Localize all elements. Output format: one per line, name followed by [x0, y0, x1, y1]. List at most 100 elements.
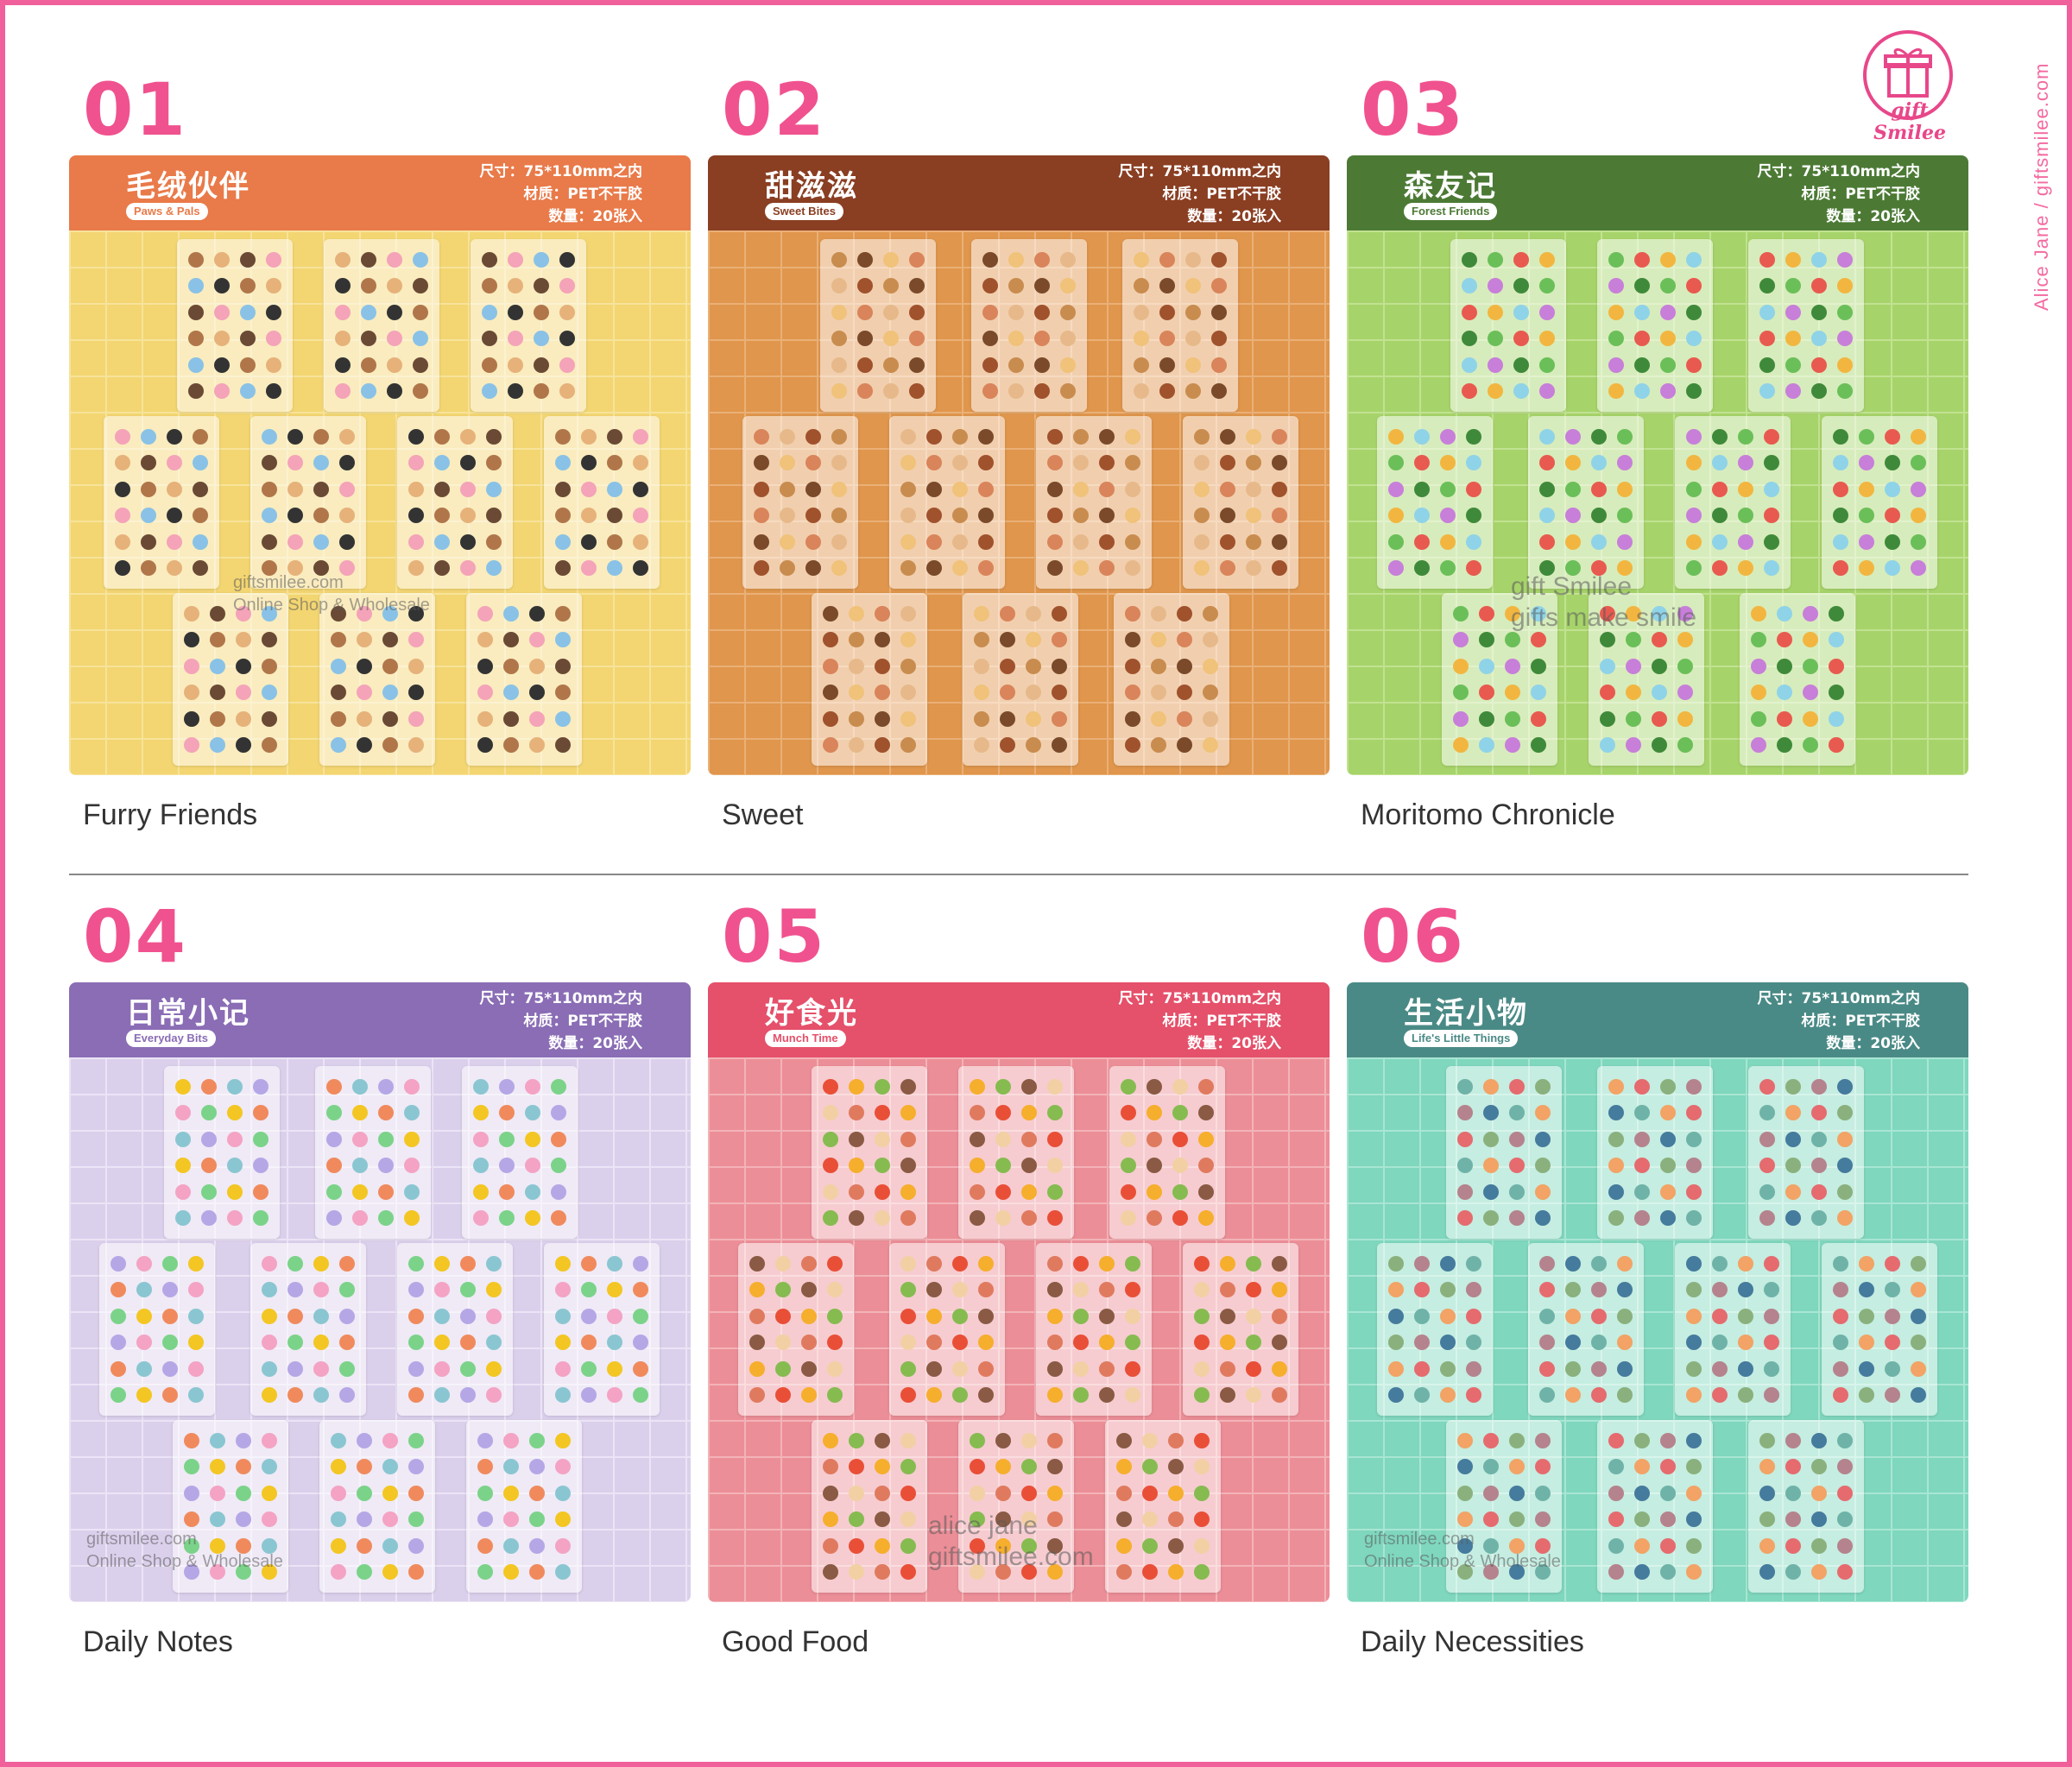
sticker-icon: [1413, 481, 1430, 497]
spec-quantity: 数量：20张入: [1187, 208, 1281, 225]
sticker-icon: [110, 1282, 126, 1298]
sticker-icon: [1686, 1131, 1702, 1147]
sticker-icon: [261, 481, 277, 497]
sticker-icon: [1832, 1282, 1848, 1298]
sticker-icon: [1246, 1282, 1262, 1298]
sticker-icon: [1711, 428, 1728, 445]
sticker-icon: [1591, 508, 1608, 524]
sticker-icon: [925, 1360, 942, 1377]
sticker-icon: [978, 1335, 995, 1351]
sticker-sheet: [99, 1243, 215, 1416]
sticker-icon: [952, 455, 969, 471]
sticker-icon: [486, 508, 502, 524]
sticker-icon: [559, 278, 576, 294]
sticker-icon: [1785, 357, 1801, 373]
spec-size: 尺寸：75*110mm之内: [1118, 990, 1281, 1007]
sticker-icon: [408, 710, 425, 727]
sticker-icon: [1141, 1459, 1158, 1475]
sticker-icon: [969, 1485, 985, 1501]
sticker-icon: [1538, 1335, 1555, 1351]
sticker-icon: [1538, 533, 1555, 550]
sticker-icon: [1193, 481, 1210, 497]
sticker-icon: [404, 1183, 420, 1200]
sticker-icon: [1660, 1183, 1677, 1200]
sticker-icon: [1652, 685, 1668, 701]
sticker-icon: [900, 428, 916, 445]
sticker-icon: [1832, 428, 1848, 445]
sticker-icon: [551, 1131, 567, 1147]
sticker-icon: [313, 1335, 330, 1351]
sticker-icon: [507, 357, 523, 373]
sticker-icon: [1172, 1158, 1189, 1174]
sticker-icon: [875, 1183, 891, 1200]
sticker-icon: [1633, 1078, 1650, 1095]
sticker-icon: [1811, 357, 1828, 373]
sticker-icon: [1759, 331, 1775, 347]
sticker-icon: [555, 710, 572, 727]
product-card-04: 04 日常小记 Everyday Bits 尺寸：75*110mm之内 材质：P…: [69, 900, 691, 1677]
sticker-icon: [925, 560, 942, 577]
sticker-icon: [1141, 1485, 1158, 1501]
sticker-icon: [969, 1105, 985, 1121]
sticker-icon: [486, 560, 502, 577]
sticker-icon: [481, 278, 497, 294]
sticker-icon: [1785, 1131, 1801, 1147]
sticker-icon: [1115, 1511, 1132, 1528]
sticker-icon: [1858, 1335, 1874, 1351]
sticker-icon: [1911, 1360, 1927, 1377]
product-banner: 毛绒伙伴 Paws & Pals 尺寸：75*110mm之内 材质：PET不干胶…: [69, 155, 691, 230]
english-tag: Everyday Bits: [126, 1030, 216, 1047]
sticker-icon: [1115, 1537, 1132, 1554]
sticker-icon: [502, 1485, 519, 1501]
spec-quantity: 数量：20张入: [548, 1035, 642, 1052]
sticker-icon: [1608, 357, 1624, 373]
sticker-icon: [1120, 1078, 1136, 1095]
sticker-icon: [1198, 1210, 1215, 1227]
sticker-icon: [952, 1255, 969, 1272]
sticker-icon: [236, 1537, 252, 1554]
sticker-icon: [1535, 1158, 1551, 1174]
sticker-icon: [1599, 632, 1615, 648]
sticker-icon: [262, 685, 278, 701]
sticker-icon: [978, 1360, 995, 1377]
sticker-icon: [209, 1537, 225, 1554]
sticker-icon: [607, 455, 623, 471]
sticker-icon: [1686, 1158, 1702, 1174]
sticker-icon: [774, 1335, 791, 1351]
sticker-icon: [162, 1335, 179, 1351]
card-number: 06: [1361, 894, 1465, 979]
sticker-icon: [162, 1360, 179, 1377]
sticker-icon: [114, 455, 130, 471]
sticker-icon: [1046, 1360, 1063, 1377]
sticker-icon: [356, 685, 372, 701]
sticker-icon: [1456, 1078, 1473, 1095]
sticker-icon: [330, 1511, 346, 1528]
sticker-icon: [551, 1183, 567, 1200]
sticker-icon: [187, 278, 204, 294]
chinese-title: 日常小记: [126, 996, 250, 1031]
sticker-icon: [900, 1131, 917, 1147]
sticker-sheet: [397, 1243, 513, 1416]
sticker-icon: [1677, 685, 1694, 701]
sticker-icon: [1150, 685, 1166, 701]
sticker-icon: [1072, 455, 1089, 471]
watermark-line2: gifts make smile: [1511, 603, 1697, 632]
sticker-icon: [1633, 1459, 1650, 1475]
sticker-icon: [240, 304, 256, 320]
sticker-icon: [1660, 1511, 1677, 1528]
sticker-icon: [1832, 1308, 1848, 1324]
sticker-icon: [529, 658, 546, 674]
sticker-icon: [167, 455, 183, 471]
sticker-icon: [1456, 1537, 1473, 1554]
sticker-icon: [1487, 383, 1503, 400]
sticker-icon: [554, 428, 571, 445]
sticker-icon: [1759, 251, 1775, 268]
sticker-icon: [1633, 1537, 1650, 1554]
sticker-icon: [1911, 1282, 1927, 1298]
sticker-icon: [978, 1282, 995, 1298]
sticker-icon: [1811, 1158, 1828, 1174]
sticker-icon: [1832, 481, 1848, 497]
sticker-icon: [209, 605, 225, 622]
sticker-icon: [1456, 1210, 1473, 1227]
sticker-icon: [1159, 331, 1175, 347]
